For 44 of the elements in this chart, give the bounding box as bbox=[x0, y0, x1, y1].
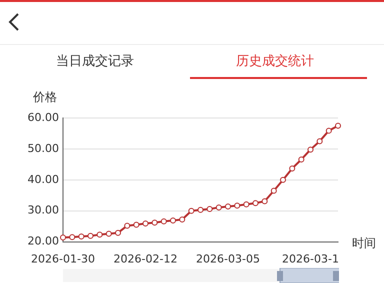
point bbox=[335, 122, 341, 129]
point bbox=[133, 222, 140, 228]
y-tick-label: 40.00 bbox=[28, 172, 59, 186]
point bbox=[216, 204, 222, 210]
point bbox=[124, 222, 130, 229]
text: 历史成交统计 bbox=[235, 53, 315, 70]
point bbox=[280, 176, 286, 183]
y-tick-label: 30.00 bbox=[28, 204, 59, 217]
x-tick-label: 2026-01-30 bbox=[31, 252, 95, 266]
point bbox=[198, 206, 204, 213]
point bbox=[179, 216, 186, 223]
point bbox=[308, 146, 314, 153]
point bbox=[262, 198, 268, 204]
point bbox=[78, 234, 84, 240]
point bbox=[115, 230, 121, 236]
x-tick-label: 2026-02-12 bbox=[114, 252, 178, 266]
y-tick-label: 60.00 bbox=[28, 110, 59, 124]
point bbox=[142, 220, 148, 227]
point bbox=[270, 188, 277, 194]
x-tick-label: 2026-03-1 bbox=[282, 252, 339, 266]
point bbox=[106, 230, 112, 237]
point bbox=[298, 156, 304, 162]
point bbox=[60, 234, 66, 240]
point bbox=[206, 206, 213, 212]
point bbox=[188, 208, 194, 214]
point bbox=[96, 232, 103, 238]
y-tick-label: 20.00 bbox=[28, 234, 59, 248]
point bbox=[170, 217, 176, 224]
point bbox=[225, 204, 231, 210]
x-tick-label: 2026-03-05 bbox=[196, 252, 260, 266]
text: 当日成交记录 bbox=[55, 53, 135, 70]
point bbox=[243, 201, 250, 208]
point bbox=[160, 218, 167, 224]
x-axis-title: 时间 bbox=[352, 236, 376, 250]
y-tick-label: 50.00 bbox=[28, 142, 59, 155]
point bbox=[252, 200, 258, 206]
y-axis-title: 价格 bbox=[32, 90, 57, 104]
point bbox=[326, 128, 332, 134]
point bbox=[69, 234, 76, 240]
point bbox=[152, 220, 158, 226]
point bbox=[289, 165, 296, 172]
point bbox=[316, 138, 323, 144]
point bbox=[88, 232, 94, 239]
point bbox=[234, 202, 240, 209]
